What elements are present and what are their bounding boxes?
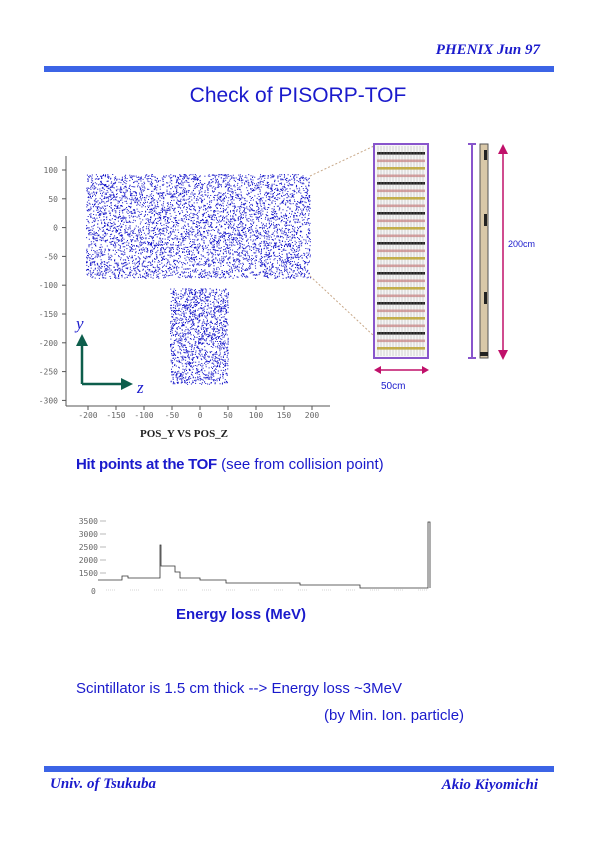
caption-hit-points-rest: (see from collision point) <box>216 456 384 473</box>
header-rule <box>44 66 554 72</box>
detector-slats <box>377 146 425 356</box>
x-tick-label: 0 <box>198 411 203 420</box>
y-tick-label: 100 <box>44 166 59 175</box>
z-arrow-head <box>121 378 133 390</box>
x-tick-label: -150 <box>106 411 125 420</box>
y-tick-label: -150 <box>39 310 58 319</box>
x-tick-label: 100 <box>249 411 264 420</box>
detector-front-view: 50cm <box>373 143 429 392</box>
y-tick-label: -300 <box>39 396 58 405</box>
scatter-plot: 100 50 0 -50 -100 -150 -200 -250 -300 -200 -150 -1… <box>39 156 330 440</box>
callout-line-bottom <box>309 275 375 337</box>
detector-side-view: 200cm <box>468 143 535 360</box>
y-tick-label: 0 <box>53 224 58 233</box>
width-arrow-right <box>422 366 429 374</box>
histogram-y-ticks: 3500 3000 2500 2000 1500 <box>79 517 106 578</box>
scatter-axis-title: POS_Y VS POS_Z <box>140 428 228 440</box>
x-ticks: -200 -150 -100 -50 0 50 100 150 200 <box>78 406 319 420</box>
x-tick-label: -100 <box>134 411 153 420</box>
caption-hit-points-bold: Hit points at the TOF <box>76 456 217 473</box>
histogram-y-label: 3000 <box>79 530 98 539</box>
footer-author: Akio Kiyomichi <box>441 777 538 793</box>
histogram-y-label: 1500 <box>79 569 98 578</box>
x-tick-label: 50 <box>223 411 233 420</box>
x-tick-label: 150 <box>277 411 292 420</box>
callout-line-top <box>309 145 375 177</box>
caption-hit-points: Hit points at the TOF (see from collisio… <box>76 456 384 473</box>
y-tick-label: 50 <box>48 195 58 204</box>
y-tick-label: -200 <box>39 339 58 348</box>
y-tick-label: -100 <box>39 281 58 290</box>
footer-affiliation: Univ. of Tsukuba <box>50 776 156 792</box>
hit-points <box>86 174 311 385</box>
y-ticks: 100 50 0 -50 -100 -150 -200 -250 -300 <box>39 166 66 405</box>
y-tick-label: -250 <box>39 368 58 377</box>
page-title: Check of PISORP-TOF <box>189 84 407 107</box>
histogram-y-label: 3500 <box>79 517 98 526</box>
x-tick-label: -50 <box>165 411 180 420</box>
caption-energy-loss: Energy loss (MeV) <box>176 606 307 623</box>
side-panel <box>479 143 489 359</box>
height-arrow-bottom <box>498 350 508 360</box>
x-tick-label: -200 <box>78 411 97 420</box>
x-tick-label: 200 <box>305 411 320 420</box>
y-tick-label: -50 <box>44 252 59 261</box>
histogram-trace <box>98 521 431 589</box>
footer-rule <box>44 766 554 772</box>
header-date-label: PHENIX Jun 97 <box>435 42 540 58</box>
histogram-y-label: 2000 <box>79 556 98 565</box>
height-arrow-top <box>498 144 508 154</box>
note-line-2: (by Min. Ion. particle) <box>324 707 465 724</box>
y-axis-letter: y <box>74 314 84 333</box>
width-arrow-left <box>374 366 381 374</box>
scatter-points <box>86 174 311 385</box>
energy-histogram: 3500 3000 2500 2000 1500 0 <box>79 517 431 596</box>
width-label: 50cm <box>381 381 405 392</box>
z-axis-letter: z <box>136 378 144 397</box>
histogram-x-first-label: 0 <box>91 587 96 596</box>
histogram-y-label: 2500 <box>79 543 98 552</box>
height-label: 200cm <box>508 239 535 249</box>
y-arrow-head <box>76 334 88 346</box>
note-line-1: Scintillator is 1.5 cm thick --> Energy … <box>76 680 402 697</box>
